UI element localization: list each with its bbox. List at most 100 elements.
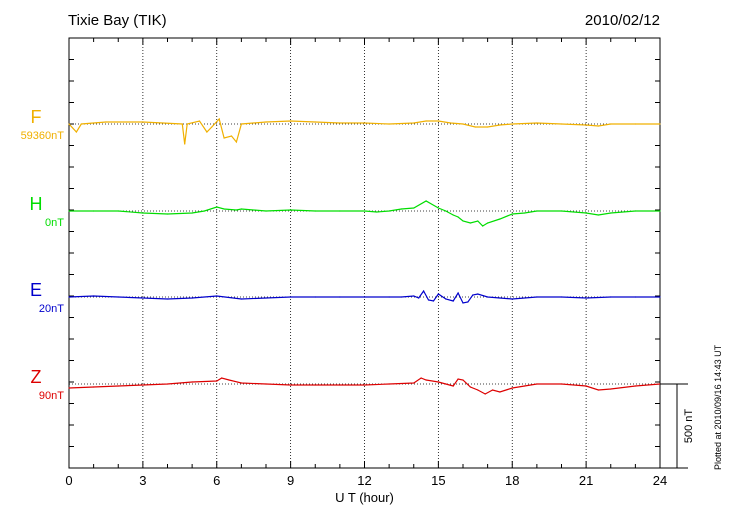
data-point-f [142,121,144,123]
data-point-z [420,377,422,379]
data-point-h [597,214,600,216]
data-point-h [142,212,144,214]
data-point-f [634,123,636,125]
data-point-f [659,123,661,125]
data-point-f [610,123,612,125]
data-point-z [610,388,612,390]
data-point-z [477,389,479,391]
data-point-f [290,120,292,122]
data-point-f [536,122,538,124]
data-point-e [467,301,469,303]
data-point-e [610,296,612,298]
data-point-f [314,121,316,123]
data-point-f [339,122,341,124]
data-point-h [290,209,292,211]
plot-date: 2010/02/12 [584,12,660,29]
data-point-e [659,296,661,298]
data-point-z [457,378,459,380]
data-point-h [216,206,218,208]
data-point-f [223,137,225,139]
plot-frame [68,37,661,469]
x-tick-label: 21 [579,473,593,488]
x-tick-label: 9 [287,473,294,488]
data-point-z [265,383,267,385]
data-point-h [191,212,193,214]
data-point-h [536,210,538,212]
x-tick-label: 24 [653,473,667,488]
data-point-h [499,218,501,220]
data-point-h [376,211,378,213]
data-point-e [487,296,489,298]
data-point-f [363,122,366,124]
data-point-h [659,210,661,212]
data-point-z [228,379,230,381]
data-point-h [413,207,415,209]
component-letter-f: F [30,107,42,127]
data-point-f [511,123,513,125]
data-point-z [462,379,464,381]
data-point-e [314,296,316,298]
data-point-h [482,225,484,227]
data-point-z [560,383,563,385]
data-point-h [339,210,341,212]
data-point-z [388,383,390,385]
data-point-e [536,296,538,298]
data-point-z [68,387,70,389]
data-point-z [452,385,454,387]
data-point-f [184,143,186,145]
series-line-z [68,377,661,395]
data-point-e [363,296,366,298]
data-point-e [560,296,563,298]
data-point-f [597,125,600,127]
data-point-z [597,389,600,391]
data-point-e [585,297,587,299]
x-tick-label: 18 [505,473,519,488]
data-point-e [418,297,420,299]
component-baseline-z: 90nT [38,390,64,402]
data-point-h [462,220,464,222]
data-point-e [511,298,513,300]
data-point-e [117,296,119,298]
data-point-h [93,210,95,212]
data-point-z [437,381,439,383]
data-point-h [477,220,479,222]
data-point-z [216,380,218,382]
data-point-e [462,302,464,304]
data-point-e [142,297,144,299]
data-point-z [166,383,169,385]
data-point-e [634,296,636,298]
data-point-h [437,207,439,209]
data-point-f [206,131,208,133]
data-point-f [80,123,82,125]
data-point-h [511,213,513,215]
data-point-z [499,391,501,393]
x-tick-label: 12 [357,473,371,488]
data-point-z [536,383,538,385]
data-point-f [186,123,188,125]
data-point-e [413,295,415,297]
data-point-e [339,296,341,298]
data-point-f [75,131,77,133]
data-point-h [235,209,238,211]
data-point-h [117,210,119,212]
x-axis-label: U T (hour) [335,490,394,505]
data-point-f [425,120,427,122]
data-point-f [240,123,242,125]
data-point-e [452,300,454,302]
data-point-e [265,297,267,299]
data-point-h [452,214,454,216]
data-point-e [388,296,390,298]
data-point-h [68,210,70,212]
x-tick-label: 6 [213,473,220,488]
data-point-f [105,121,107,123]
data-point-z [363,384,366,386]
data-point-h [457,216,459,218]
data-point-e [423,290,425,292]
series-line-f [68,117,660,145]
component-baseline-h: 0nT [45,217,64,229]
data-point-e [191,297,193,299]
data-point-h [314,210,316,212]
data-point-h [388,210,390,212]
component-baseline-e: 20nT [38,303,64,315]
